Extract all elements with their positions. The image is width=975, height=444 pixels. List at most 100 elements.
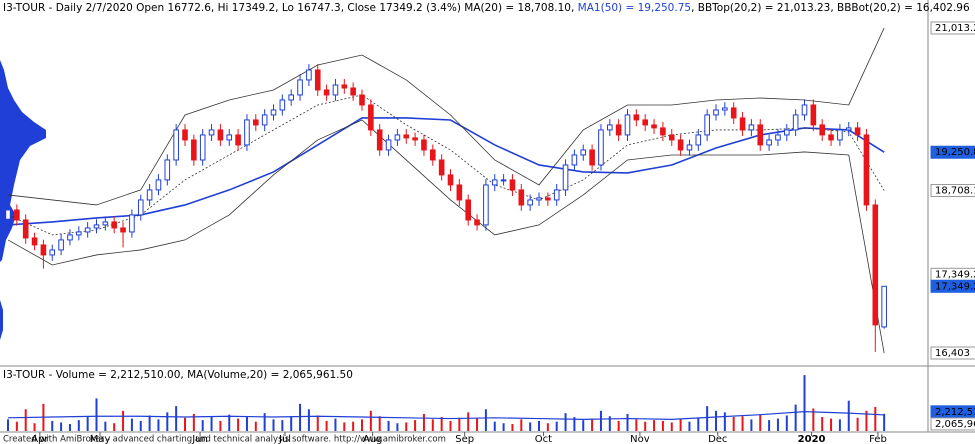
volume-bar [715, 410, 717, 431]
volume-bar [148, 415, 151, 431]
header: I3-TOUR - Daily 2/7/2020 Open 16772.6, H… [3, 2, 970, 14]
volume-bar [254, 421, 257, 431]
volume-bar [706, 406, 709, 431]
x-tick-label: Dec [708, 434, 727, 444]
candle-body [438, 159, 445, 176]
volume-bar [396, 423, 399, 431]
axis-label-box [930, 417, 975, 431]
volume-bar [759, 414, 762, 431]
volume-bar [785, 415, 788, 431]
overlay-line [7, 410, 885, 420]
candle-body [615, 124, 622, 136]
x-tick-label: Jul [278, 434, 291, 444]
candle-body [191, 139, 197, 161]
volume-bar [679, 418, 682, 431]
volume-bar [467, 412, 470, 431]
volume-bar [732, 417, 735, 431]
axis-label-box [930, 21, 975, 35]
volume-bar [591, 418, 594, 431]
x-tick-label: Aug [363, 434, 383, 444]
candle-body [314, 69, 321, 91]
volume-bar [316, 415, 319, 431]
volume-bar [821, 417, 824, 431]
volume-bar [139, 420, 142, 431]
volume-bar [546, 423, 549, 431]
candle-body [182, 129, 188, 141]
candle-body [465, 199, 471, 221]
candle-body [31, 237, 38, 246]
candle-body [40, 244, 47, 256]
volume-bar [122, 410, 125, 431]
candle-body [306, 69, 312, 81]
candle-body [421, 139, 427, 151]
candle-body [589, 149, 595, 166]
candle-body [111, 221, 118, 229]
overlay-line [7, 27, 885, 206]
candle-body [208, 129, 215, 136]
volume-bar [60, 422, 63, 431]
volume-bar [325, 420, 328, 431]
volume-bar [431, 419, 434, 431]
volume-bar [847, 400, 850, 431]
volume-bar [307, 409, 310, 431]
volume-bar [7, 419, 9, 431]
volume-bar [626, 413, 629, 431]
volume-bar [166, 412, 169, 431]
candle-body [828, 134, 834, 141]
axis-label: 19,250.8 [935, 147, 975, 158]
candle-body [527, 199, 533, 206]
volume-bar [803, 375, 806, 431]
volume-bar [617, 420, 620, 431]
candle-body [775, 134, 781, 141]
candle-body [819, 124, 826, 136]
volume-bar [228, 414, 231, 431]
volume-bar [741, 416, 744, 431]
candle-body [607, 124, 613, 131]
volume-profile [0, 300, 3, 340]
volume-bar [299, 403, 302, 431]
candle-body [76, 231, 82, 236]
volume-bar [192, 413, 195, 431]
volume-bar [68, 424, 71, 431]
volume-bar [290, 416, 293, 431]
x-tick-label: Jun [191, 434, 208, 444]
header-part: I3-TOUR - Volume = 2,212,510.00, [3, 369, 187, 381]
candle-body [155, 179, 162, 191]
volume-bar [538, 420, 540, 431]
candle-body [668, 134, 675, 141]
candle-body [235, 134, 241, 146]
volume-bar [175, 406, 178, 431]
volume-bar [555, 421, 558, 431]
axis-label-box [930, 183, 975, 197]
candle-body [518, 189, 525, 206]
volume-bar [104, 421, 107, 431]
volume-bar [723, 412, 726, 431]
volume-bar [644, 421, 647, 431]
candle-body [102, 221, 109, 226]
candle-body [137, 199, 144, 216]
volume-bar [352, 421, 355, 431]
candle-body [341, 84, 348, 89]
volume-bar [493, 421, 496, 431]
volume-bar [343, 422, 346, 431]
candle-body [430, 149, 436, 161]
candle-body [474, 219, 480, 226]
overlay-line [7, 117, 885, 226]
candle-body [677, 139, 684, 151]
volume-bar [272, 419, 275, 431]
axis-label-box [930, 279, 975, 293]
candle-body [571, 154, 578, 166]
candle-body [14, 209, 20, 221]
candle-body [580, 149, 587, 156]
axis-label: 2,212,510 [935, 407, 975, 418]
candle-body [129, 214, 135, 233]
candle-body [872, 204, 879, 326]
volume-bar [130, 418, 133, 431]
volume-bar [635, 419, 638, 431]
x-tick-label: Apr [31, 434, 49, 444]
x-tick-label: Sep [455, 434, 474, 444]
overlay-line [7, 119, 885, 354]
volume-bar [237, 418, 240, 431]
axis-label: 16,403 [935, 348, 970, 359]
